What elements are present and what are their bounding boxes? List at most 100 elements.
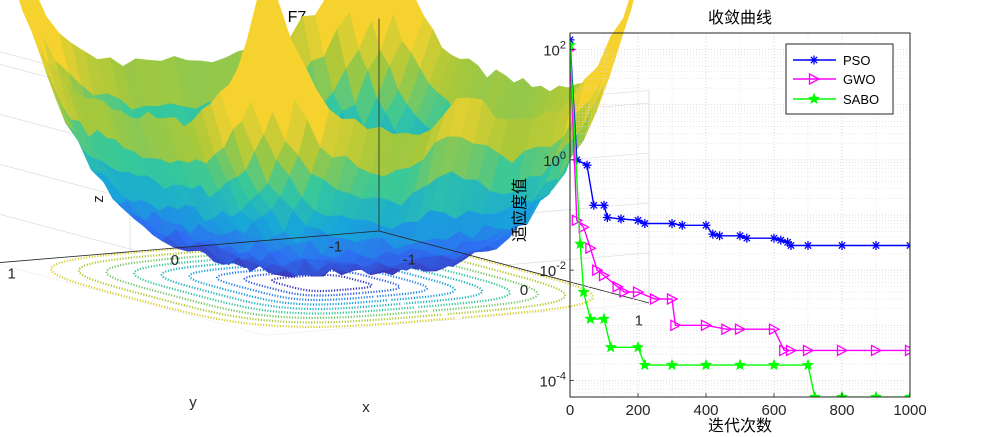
convergence-ticks (569, 49, 911, 397)
data-point-gwo (632, 286, 645, 299)
data-point-pso (776, 235, 786, 245)
marker-stroke (583, 161, 591, 169)
y-axis-line (0, 230, 380, 263)
legend-label-gwo: GWO (843, 72, 876, 87)
convergence-series (570, 35, 910, 397)
data-point-gwo (904, 344, 910, 357)
x-tick-label: -1 (403, 251, 416, 268)
marker-shape (632, 340, 644, 353)
marker-stroke (906, 241, 910, 247)
marker-shape (870, 344, 883, 357)
floor-pane (0, 231, 649, 335)
data-point-pso (570, 35, 575, 45)
data-point-gwo (585, 242, 597, 255)
data-point-pso (589, 200, 599, 210)
marker-shape (836, 344, 849, 357)
marker-shape (670, 319, 682, 332)
legend-marker-shape-pso (809, 55, 819, 65)
marker-shape (598, 312, 610, 325)
marker-shape (577, 285, 590, 298)
convergence-title: 收敛曲线 (708, 8, 772, 27)
data-point-pso (599, 200, 609, 210)
marker-shape (598, 269, 611, 282)
marker-shape (649, 292, 662, 306)
contour-ring (77, 242, 567, 324)
data-point-pso (837, 240, 847, 250)
legend-marker-shape-gwo (808, 72, 821, 86)
data-point-gwo (779, 344, 791, 357)
legend-label-sabo: SABO (843, 92, 879, 107)
y-tick-label: 10-4 (540, 370, 566, 390)
data-point-pso (708, 229, 718, 239)
x-tick-label: 600 (761, 402, 786, 419)
data-point-pso (602, 213, 612, 223)
contour-ring (188, 260, 456, 306)
data-point-pso (633, 215, 643, 225)
x-tick-label: 800 (829, 402, 854, 419)
series-line-gwo (570, 49, 910, 352)
data-point-gwo (571, 214, 584, 227)
y-tick-base: 10 (540, 263, 557, 280)
data-point-sabo (768, 358, 780, 371)
marker-stroke (590, 201, 598, 209)
legend-marker-pso (793, 55, 836, 65)
y-tick-exponent: -4 (556, 370, 566, 382)
marker-shape (734, 358, 746, 371)
data-point-sabo (632, 340, 644, 353)
marker-shape (592, 264, 604, 277)
y-tick-exponent: 2 (560, 40, 566, 52)
data-point-gwo (700, 319, 713, 332)
legend: PSO GWO SABO (785, 43, 894, 115)
data-point-pso (742, 233, 752, 243)
x-tick-label: 0 (520, 282, 528, 299)
y-tick-label: 0 (171, 252, 179, 269)
marker-shape (700, 358, 712, 371)
y-tick-label: 100 (543, 150, 566, 170)
marker-stroke (709, 230, 717, 238)
data-point-pso (803, 240, 813, 250)
marker-stroke (678, 221, 686, 229)
data-point-pso (769, 233, 779, 243)
marker-stroke (787, 241, 795, 250)
marker-stroke (872, 241, 880, 250)
marker-shape (666, 358, 678, 371)
data-point-gwo (592, 264, 604, 277)
marker-shape (700, 319, 713, 332)
marker-stroke (570, 36, 574, 41)
convergence-y-axis-label: 适应度值 (510, 178, 529, 242)
marker-stroke (702, 221, 710, 229)
x-tick-label: 1 (635, 313, 643, 330)
convergence-x-tick-labels: 0 200 400 600 800 1000 (566, 402, 927, 419)
marker-shape (870, 390, 882, 397)
legend-marker-sabo (793, 92, 836, 105)
convergence-y-tick-labels: 102 100 10-2 10-4 (540, 40, 566, 391)
marker-stroke (617, 215, 625, 223)
y-tick-label: 1 (7, 266, 15, 283)
marker-stroke (810, 56, 818, 64)
marker-shape (666, 292, 679, 306)
marker-shape (808, 92, 820, 105)
marker-shape (721, 323, 733, 336)
marker-stroke (906, 244, 910, 250)
marker-stroke (777, 236, 785, 244)
marker-stroke (603, 213, 612, 222)
data-point-gwo (649, 292, 662, 306)
data-point-sabo (570, 38, 576, 51)
x-tick-label: 1000 (893, 402, 926, 419)
data-point-sabo (808, 390, 821, 397)
marker-shape (785, 344, 798, 357)
marker-shape (904, 344, 910, 357)
data-point-pso (616, 214, 626, 224)
y-tick-label: -1 (329, 238, 342, 255)
y-tick-exponent: -2 (556, 260, 566, 272)
data-point-gwo (721, 323, 733, 336)
marker-shape (768, 323, 781, 336)
data-point-sabo (598, 312, 610, 325)
marker-shape (734, 323, 747, 336)
marker-shape (904, 390, 910, 397)
data-point-pso (677, 220, 687, 230)
y-tick-base: 10 (543, 43, 560, 60)
data-point-pso (701, 220, 711, 230)
data-point-gwo (670, 319, 682, 332)
